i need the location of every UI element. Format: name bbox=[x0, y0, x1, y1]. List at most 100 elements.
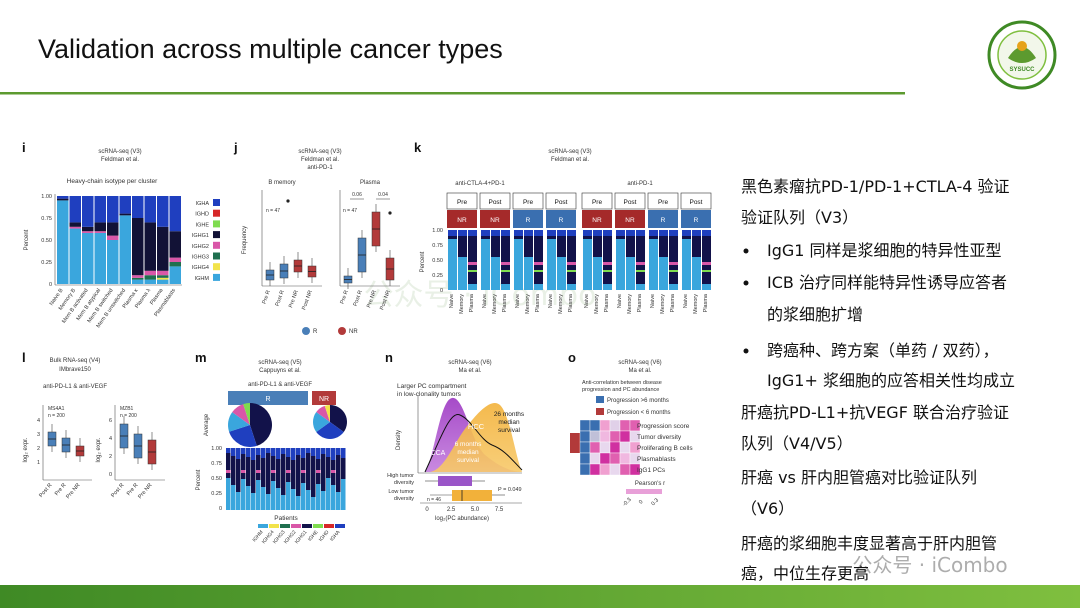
bar-segment bbox=[144, 270, 156, 276]
bar-segment bbox=[626, 230, 635, 236]
bar-segment bbox=[692, 257, 701, 290]
bar-segment bbox=[501, 230, 510, 236]
color-key bbox=[313, 524, 323, 528]
category-label: Pre NR bbox=[137, 482, 153, 500]
bar-segment bbox=[341, 479, 346, 510]
label: log₂(PC abundance) bbox=[435, 516, 489, 522]
bar-segment bbox=[82, 226, 94, 232]
category-label: Naive bbox=[584, 294, 590, 308]
label: Average bbox=[204, 413, 210, 436]
bar-segment bbox=[69, 226, 81, 229]
bar-segment bbox=[636, 230, 645, 290]
note-line: 跨癌种、跨方案（单药 / 双药）， bbox=[767, 341, 999, 360]
note-line: ICB 治疗同样能特异性诱导应答者 bbox=[767, 273, 1007, 292]
heat-cell bbox=[579, 419, 591, 432]
label: Low tumor bbox=[388, 489, 414, 495]
box bbox=[438, 476, 472, 486]
panel-label: k bbox=[414, 140, 422, 155]
bar-segment bbox=[256, 448, 261, 455]
bar-segment bbox=[331, 470, 336, 473]
bar-segment bbox=[231, 485, 236, 510]
label: scRNA-seq (V6) bbox=[618, 360, 661, 366]
label: scRNA-seq (V3) bbox=[98, 149, 141, 155]
heat-cell bbox=[619, 463, 631, 476]
bar-segment bbox=[291, 489, 296, 510]
legend-label: IGHM bbox=[195, 276, 210, 282]
bar-segment bbox=[524, 257, 533, 290]
bar-segment bbox=[169, 196, 181, 232]
category-label: Post R bbox=[110, 482, 125, 499]
label: 0.04 bbox=[378, 192, 388, 198]
bar-segment bbox=[649, 239, 658, 290]
label: Post bbox=[488, 199, 501, 206]
note-line: 癌，中位生存更高 bbox=[741, 564, 869, 583]
bar-segment bbox=[481, 230, 490, 236]
label: High tumor bbox=[387, 473, 414, 479]
bar-segment bbox=[291, 448, 296, 460]
bar-segment bbox=[157, 275, 169, 278]
bar-segment bbox=[491, 230, 500, 236]
color-key bbox=[335, 524, 345, 528]
bar-segment bbox=[557, 230, 566, 236]
bar-segment bbox=[534, 230, 543, 290]
outlier bbox=[286, 199, 290, 203]
legend-label: IGHG3 bbox=[192, 255, 209, 261]
bar-segment bbox=[692, 230, 701, 236]
bar-segment bbox=[132, 275, 144, 278]
bar-segment bbox=[547, 230, 556, 236]
label: median bbox=[457, 449, 479, 456]
panel-label: i bbox=[22, 140, 26, 155]
bar-segment bbox=[316, 484, 321, 510]
bar-segment bbox=[266, 448, 271, 453]
bar-segment bbox=[246, 486, 251, 510]
label: 0.50 bbox=[211, 476, 222, 482]
bar-segment bbox=[107, 235, 119, 240]
density-curve bbox=[424, 414, 523, 473]
footer-bar bbox=[0, 585, 1080, 608]
label: Feldman et al. bbox=[551, 157, 589, 163]
label: 0.75 bbox=[41, 216, 52, 222]
bar-segment bbox=[132, 279, 144, 284]
bar-segment bbox=[256, 470, 261, 473]
label: 4 bbox=[37, 418, 40, 424]
bar-segment bbox=[69, 228, 81, 284]
category-label: Naive bbox=[482, 294, 488, 308]
bar-segment bbox=[296, 496, 301, 510]
bar-segment bbox=[271, 470, 276, 473]
heat-cell bbox=[609, 463, 621, 476]
label: 0.06 bbox=[352, 192, 362, 198]
bar-segment bbox=[266, 448, 271, 510]
bar-segment bbox=[468, 230, 477, 236]
bar-segment bbox=[144, 279, 156, 284]
bar-segment bbox=[669, 230, 678, 290]
group-box bbox=[681, 210, 711, 228]
legend-label: IGHD bbox=[195, 212, 209, 218]
label: Proliferating B cells bbox=[637, 445, 693, 452]
pie-slice bbox=[232, 404, 250, 425]
bar-segment bbox=[468, 230, 477, 290]
legend-swatch bbox=[213, 220, 220, 228]
legend-swatch bbox=[213, 231, 220, 239]
bar-segment bbox=[82, 231, 94, 233]
group-box bbox=[615, 210, 645, 228]
label: R bbox=[559, 217, 564, 224]
bar-segment bbox=[276, 488, 281, 510]
bar-segment bbox=[501, 284, 510, 290]
bar-segment bbox=[246, 448, 251, 457]
label: 0 bbox=[49, 282, 52, 288]
group-box bbox=[648, 210, 678, 228]
bar-segment bbox=[251, 448, 256, 460]
category-label: Plasma bbox=[502, 293, 508, 312]
bar-segment bbox=[261, 487, 266, 510]
label: 0 bbox=[219, 506, 222, 512]
category-label: Post NR bbox=[301, 290, 314, 311]
watermark: 公众号 · iCombo bbox=[852, 553, 1007, 577]
bar-segment bbox=[256, 480, 261, 510]
bar-segment bbox=[291, 448, 296, 510]
bar-segment bbox=[57, 198, 69, 201]
bar-segment bbox=[702, 230, 711, 290]
category-label: Memory bbox=[492, 294, 498, 314]
heat-cell bbox=[609, 441, 621, 454]
group-box bbox=[582, 210, 612, 228]
bar-segment bbox=[321, 448, 326, 454]
